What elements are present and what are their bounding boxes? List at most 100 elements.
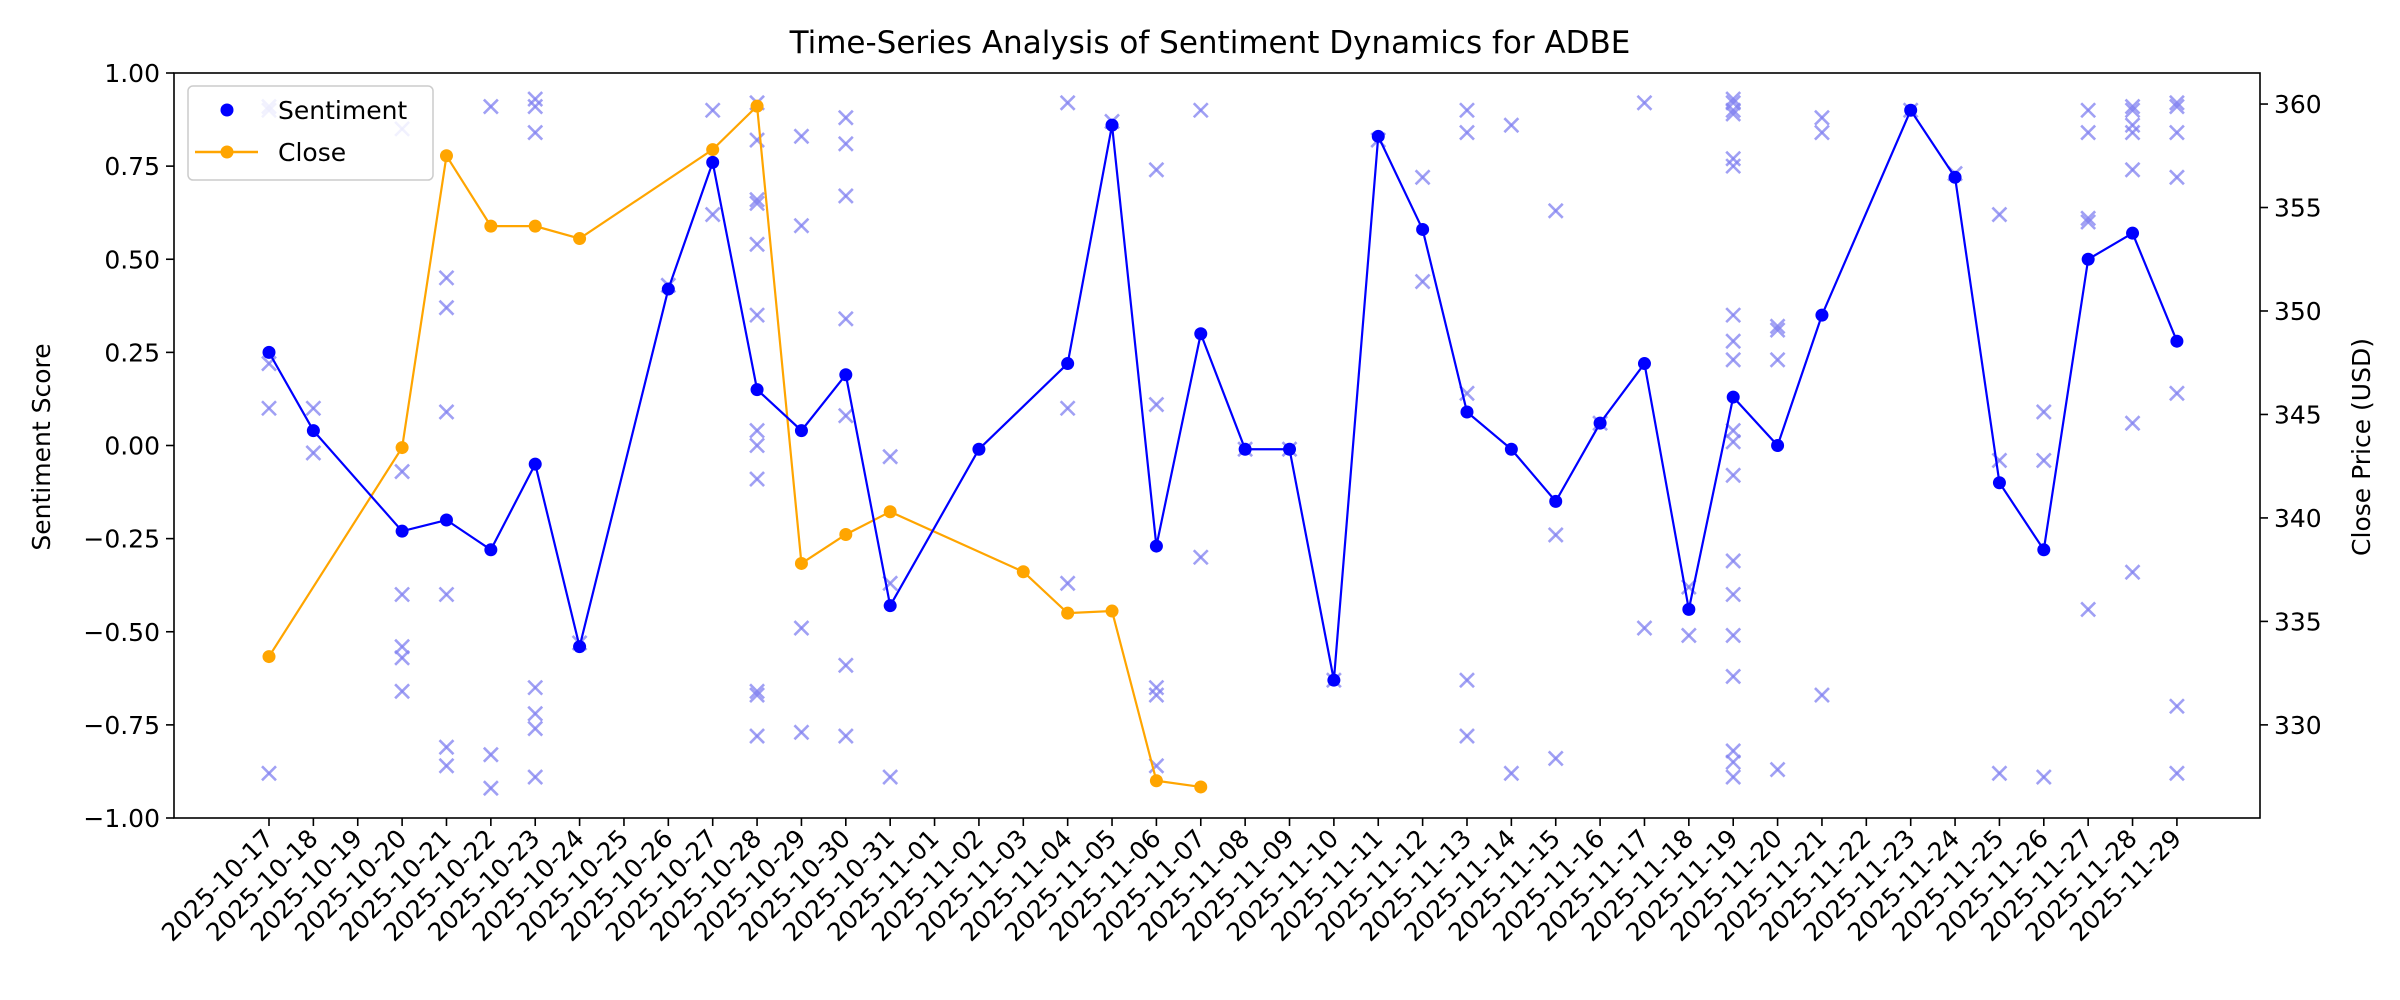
score-x-marker [1725,467,1742,484]
score-x-marker [1725,586,1742,603]
score-x-stroke [2168,98,2185,115]
score-x-marker [837,407,854,424]
score-x-marker [261,765,277,782]
score-x-stroke [793,724,810,741]
close-point [484,219,498,233]
score-x-marker [2080,210,2097,227]
sentiment-point [1504,442,1518,456]
score-x-marker [837,657,854,674]
score-x-marker [793,620,810,636]
score-x-marker [1547,750,1564,767]
y2-tick-label: 335 [2274,607,2322,636]
score-x-stroke [1814,687,1830,703]
score-x-marker [1459,124,1475,141]
score-x-stroke [2035,452,2052,469]
plot-frame [173,72,2261,819]
score-x-stroke [438,404,455,420]
score-x-marker [2124,102,2141,119]
y-tick-label: 0.25 [104,338,160,367]
score-x-stroke [1503,765,1520,782]
score-x-stroke [394,649,411,666]
score-x-stroke [1725,91,1742,107]
score-x-stroke [2168,169,2185,186]
score-x-stroke [1769,761,1786,778]
score-x-stroke [527,679,544,696]
score-x-stroke [1148,687,1165,703]
score-x-marker [438,739,455,756]
score-x-marker [1725,769,1742,785]
score-x-stroke [882,769,899,785]
score-x-marker [527,91,544,107]
score-x-stroke [837,657,854,674]
score-x-marker [749,195,765,212]
score-x-stroke [1725,307,1742,324]
score-x-stroke [1503,117,1520,134]
sentiment-point [1061,357,1075,371]
score-x-marker [882,769,899,785]
sentiment-point [1593,416,1607,430]
score-x-marker [1991,765,2008,782]
sentiment-point [883,599,897,613]
score-x-stroke [793,128,810,145]
sentiment-point [2170,334,2184,348]
score-x-marker [1725,94,1742,111]
score-x-marker [394,586,411,603]
score-x-stroke [2124,564,2141,581]
score-x-marker [1725,102,1742,119]
close-point [262,650,276,664]
score-x-stroke [704,206,721,223]
score-x-marker [2124,161,2141,178]
sentiment-point [1238,442,1252,456]
score-x-stroke [1636,94,1653,111]
score-x-marker [1725,106,1742,122]
sentiment-point [306,424,320,438]
score-x-stroke [527,124,544,141]
score-x-stroke [2124,124,2141,141]
score-x-stroke [1814,109,1830,126]
close-point [706,143,720,157]
y2-axis-label: Close Price (USD) [2347,338,2376,556]
score-x-stroke [2124,98,2141,115]
score-x-stroke [1148,396,1165,413]
score-x-marker [438,757,455,774]
score-x-marker [1725,422,1742,439]
score-x-marker [1636,94,1653,111]
score-x-marker [2124,98,2141,115]
score-x-marker [438,404,455,420]
score-x-stroke [438,739,455,756]
score-x-marker [2168,124,2185,141]
sentiment-point [1194,327,1208,341]
score-x-marker [749,191,765,208]
sentiment-point [972,442,986,456]
y2-tick-label: 350 [2274,297,2322,326]
score-x-marker [305,400,322,417]
score-x-marker [1192,102,1209,119]
y-tick-label: 0.50 [104,245,160,274]
score-x-stroke [394,683,411,700]
score-x-stroke [2124,102,2141,119]
score-x-marker [704,102,721,119]
close-point [395,441,409,455]
close-line [268,103,1201,789]
sentiment-point [573,640,587,654]
sentiment-point [1771,439,1785,452]
score-x-stroke [793,217,810,234]
score-x-marker [1769,761,1786,778]
score-x-stroke [837,728,854,744]
score-x-stroke [749,236,765,253]
score-x-stroke [749,471,765,487]
score-x-marker [704,206,721,223]
score-x-stroke [1725,743,1742,759]
score-x-stroke [394,638,411,655]
score-x-marker [749,132,765,148]
score-x-stroke [438,299,455,316]
y-tick-label: −0.50 [83,618,160,647]
score-x-marker [2168,765,2185,782]
score-x-stroke [882,575,899,592]
score-x-marker [2080,102,2097,119]
score-x-marker [1503,117,1520,134]
score-x-marker [1991,206,2008,223]
close-point [750,99,764,113]
y2-tick-label: 345 [2274,400,2322,429]
